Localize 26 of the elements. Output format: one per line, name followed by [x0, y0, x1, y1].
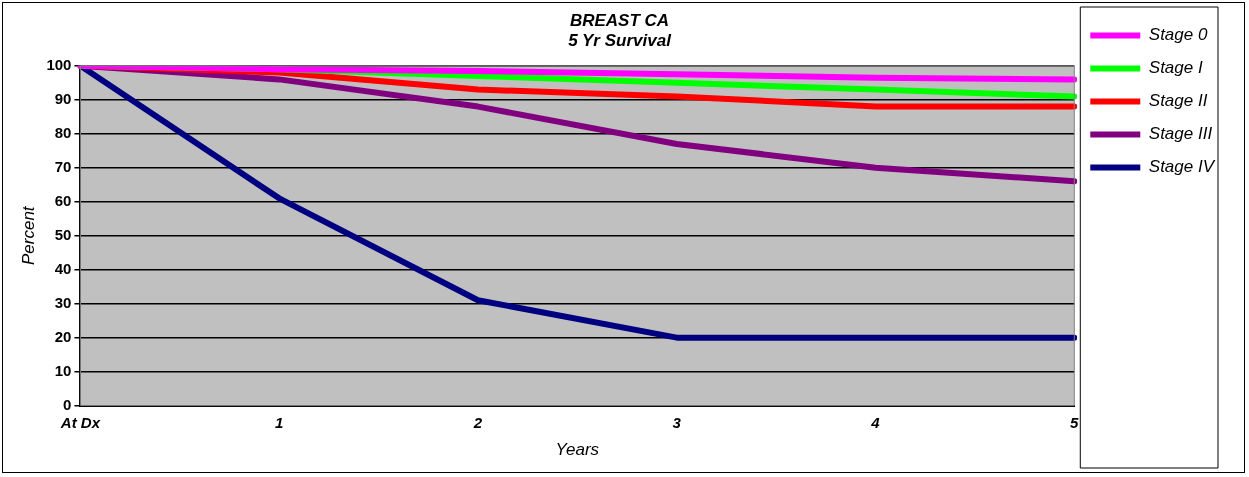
y-tick-label: 70	[54, 157, 72, 175]
y-tick-label: 40	[54, 259, 72, 277]
text: 5 Yr Survival	[568, 31, 671, 51]
x-tick-label: 1	[275, 413, 284, 431]
y-tick-label: 80	[54, 123, 72, 141]
x-tick-label: 3	[672, 413, 682, 431]
legend-label: Stage I	[1148, 58, 1203, 78]
y-tick-label: 10	[54, 361, 72, 379]
y-tick-label: 100	[46, 55, 72, 73]
x-tick-label: 4	[870, 413, 881, 431]
y-tick-label: 60	[54, 191, 72, 209]
y-axis-title: Percent	[18, 205, 38, 265]
y-tick-label: 0	[63, 395, 72, 413]
x-tick-label: At Dx	[59, 413, 101, 431]
text: BREAST CA	[569, 10, 670, 30]
x-tick-label: 5	[1070, 413, 1080, 431]
y-tick-label: 20	[54, 327, 72, 345]
x-axis-title: Years	[555, 439, 600, 459]
y-tick-label: 90	[54, 89, 72, 107]
y-tick-label: 50	[54, 225, 72, 243]
legend-label: Stage 0	[1148, 25, 1208, 45]
legend-label: Stage II	[1148, 91, 1208, 111]
legend-label: Stage IV	[1148, 157, 1216, 177]
y-tick-label: 30	[54, 293, 72, 311]
x-tick-label: 2	[472, 413, 483, 431]
legend-label: Stage III	[1148, 124, 1213, 144]
